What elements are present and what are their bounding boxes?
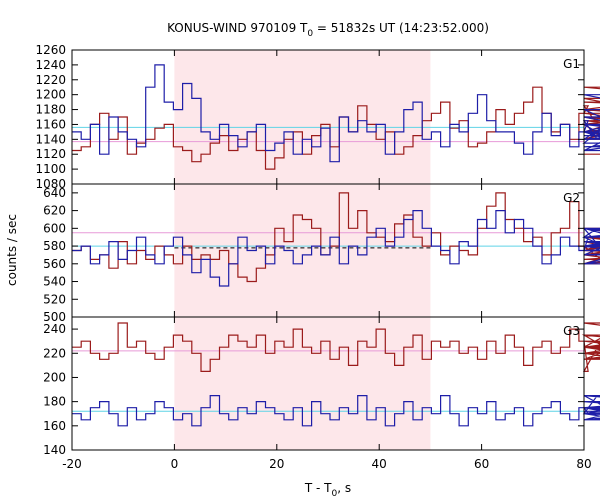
y-tick-label: 1180: [35, 103, 66, 117]
y-tick-label: 160: [43, 419, 66, 433]
y-tick-label: 180: [43, 395, 66, 409]
y-tick-label: 1220: [35, 73, 66, 87]
y-tick-label: 220: [43, 346, 66, 360]
x-axis-label: T - T0, s: [304, 481, 351, 499]
y-tick-label: 620: [43, 204, 66, 218]
y-axis-label: counts / sec: [5, 214, 19, 286]
plot-area: 1080110011201140116011801200122012401260…: [35, 43, 600, 471]
shaded-interval: [174, 184, 431, 317]
y-tick-label: 240: [43, 322, 66, 336]
panel-frame: [71, 316, 585, 451]
series-blue-g1: [72, 64, 600, 163]
y-tick-label: 1200: [35, 88, 66, 102]
y-tick-label: 1260: [35, 43, 66, 57]
y-tick-label: 1240: [35, 58, 66, 72]
y-tick-label: 1080: [35, 177, 66, 191]
y-tick-label: 640: [43, 186, 66, 200]
y-tick-label: 1160: [35, 117, 66, 131]
x-tick-label: 40: [372, 457, 387, 471]
shaded-interval: [174, 50, 431, 184]
y-tick-label: 520: [43, 292, 66, 306]
x-tick-label: 80: [576, 457, 591, 471]
panel-label: G3: [563, 324, 580, 338]
y-tick-label: 500: [43, 310, 66, 324]
series-blue-g2: [72, 210, 600, 287]
chart-title: KONUS-WIND 970109 T0 = 51832s UT (14:23:…: [167, 21, 489, 39]
series-red-g1: [72, 86, 600, 170]
y-tick-label: 600: [43, 221, 66, 235]
panel-g2: 500 520 540 560 580 600 620 640 G2: [43, 183, 600, 324]
x-tick-label: 60: [474, 457, 489, 471]
y-tick-label: 140: [43, 443, 66, 457]
x-tick-label: 0: [171, 457, 179, 471]
panel-label: G1: [563, 57, 580, 71]
series-red-g2: [72, 192, 600, 283]
x-tick-label: 20: [269, 457, 284, 471]
y-tick-label: 200: [43, 370, 66, 384]
panel-g1: 1080110011201140116011801200122012401260…: [35, 43, 600, 191]
y-tick-label: 1140: [35, 132, 66, 146]
y-tick-label: 580: [43, 239, 66, 253]
y-tick-label: 540: [43, 275, 66, 289]
y-tick-label: 560: [43, 257, 66, 271]
panel-label: G2: [563, 191, 580, 205]
series-blue-g3: [72, 395, 600, 427]
panel-g3: 140 160 180 200 220 240 G3: [43, 316, 600, 457]
series-red-g3: [72, 322, 600, 372]
x-tick-label: -20: [62, 457, 82, 471]
y-tick-label: 1120: [35, 147, 66, 161]
y-tick-label: 1100: [35, 162, 66, 176]
